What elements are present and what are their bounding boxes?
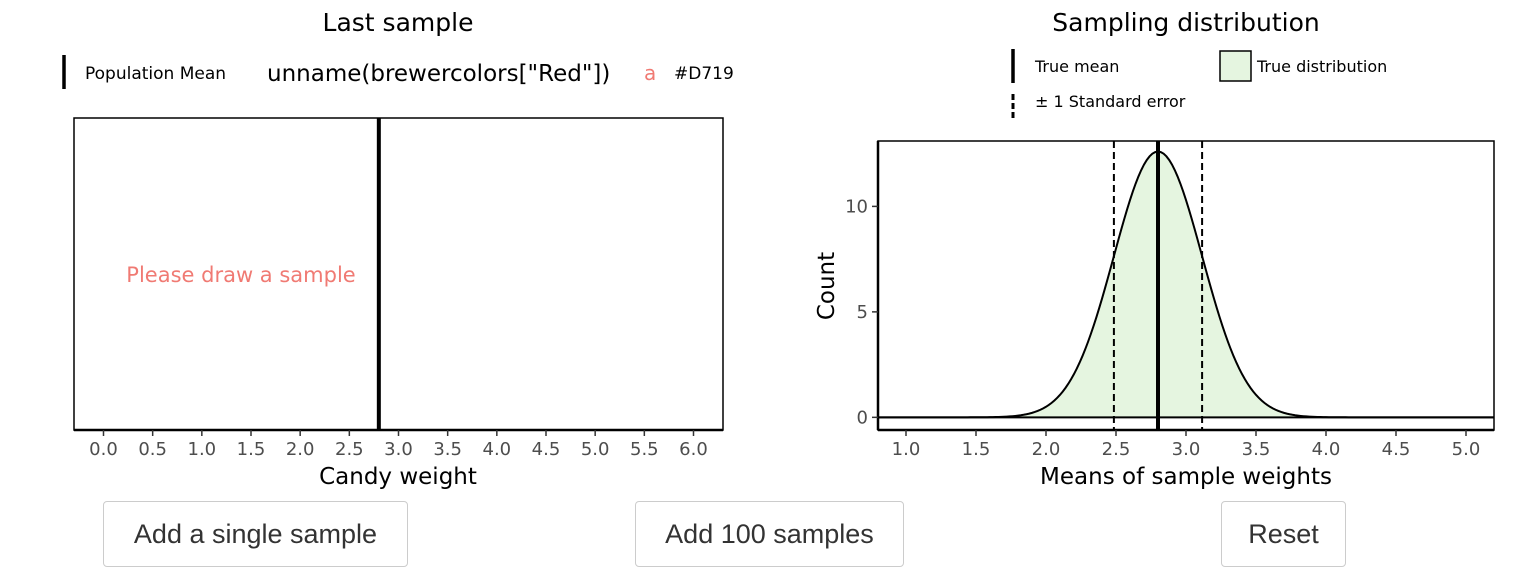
left-x-tick-label: 3.0: [384, 439, 413, 460]
right-y-tick-label: 10: [845, 196, 868, 217]
true-distribution-legend-label: True distribution: [1256, 57, 1387, 76]
right-y-tick-label: 5: [857, 302, 868, 323]
left-x-tick-label: 5.5: [630, 439, 659, 460]
left-x-tick-label: 6.0: [679, 439, 708, 460]
left-x-ticks: 0.0 0.5 1.0 1.5 2.0 2.5 3.0 3.5 4.0 4.5 5.0 5.5 6.0: [89, 430, 708, 460]
true-distribution-legend-key: [1219, 50, 1252, 82]
left-x-tick-label: 0.5: [138, 439, 167, 460]
right-x-tick-label: 1.5: [962, 439, 991, 460]
left-x-axis-label: Candy weight: [319, 464, 477, 490]
left-x-tick-label: 0.0: [89, 439, 118, 460]
left-x-tick-label: 4.0: [483, 439, 512, 460]
right-x-tick-label: 3.0: [1172, 439, 1201, 460]
right-x-tick-label: 1.0: [892, 439, 921, 460]
left-x-tick-label: 1.5: [237, 439, 266, 460]
right-y-axis-label: Count: [814, 252, 840, 320]
fill-legend-title: unname(brewercolors["Red"]): [267, 61, 610, 87]
left-chart-title: Last sample: [323, 8, 474, 37]
right-x-tick-label: 2.0: [1032, 439, 1061, 460]
left-x-tick-label: 2.5: [335, 439, 364, 460]
sampling-distribution-chart: Sampling distribution True mean True dis…: [814, 8, 1495, 490]
right-y-tick-label: 0: [857, 407, 868, 428]
true-distribution-area: [878, 151, 1494, 418]
please-draw-message: Please draw a sample: [126, 263, 355, 287]
right-chart-title: Sampling distribution: [1052, 8, 1319, 37]
add-100-samples-button[interactable]: Add 100 samples: [635, 501, 904, 567]
left-x-tick-label: 5.0: [581, 439, 610, 460]
right-x-tick-label: 5.0: [1452, 439, 1481, 460]
add-single-sample-button[interactable]: Add a single sample: [103, 501, 408, 567]
left-x-tick-label: 2.0: [286, 439, 315, 460]
left-x-tick-label: 1.0: [188, 439, 217, 460]
fill-legend-label: #D719: [674, 64, 734, 84]
left-x-tick-label: 4.5: [532, 439, 561, 460]
charts-area: Last sample Population Mean unname(brewe…: [62, 8, 1495, 490]
right-y-ticks: 0 5 10: [845, 196, 878, 428]
right-x-tick-label: 4.5: [1382, 439, 1411, 460]
right-x-tick-label: 3.5: [1242, 439, 1271, 460]
right-x-tick-label: 4.0: [1312, 439, 1341, 460]
reset-button[interactable]: Reset: [1221, 501, 1346, 567]
right-x-ticks: 1.0 1.5 2.0 2.5 3.0 3.5 4.0 4.5 5.0: [892, 430, 1481, 460]
left-x-tick-label: 3.5: [433, 439, 462, 460]
true-mean-legend-label: True mean: [1034, 57, 1119, 76]
population-mean-legend-label: Population Mean: [85, 64, 226, 84]
standard-error-legend-label: ± 1 Standard error: [1035, 92, 1186, 111]
last-sample-chart: Last sample Population Mean unname(brewe…: [62, 8, 734, 490]
right-x-tick-label: 2.5: [1102, 439, 1131, 460]
right-x-axis-label: Means of sample weights: [1040, 464, 1332, 490]
fill-legend-key: a: [644, 61, 656, 85]
